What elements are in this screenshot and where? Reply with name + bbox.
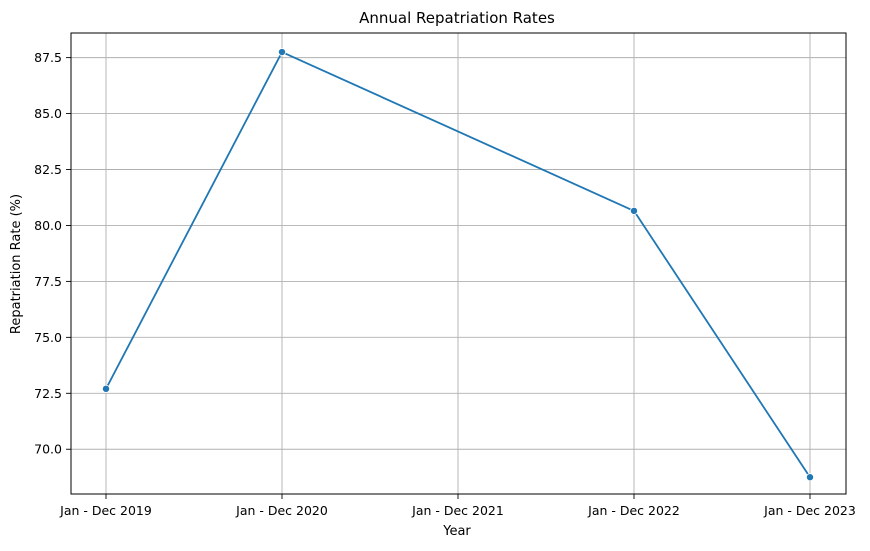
y-tick-label: 80.0 [34, 218, 62, 233]
y-tick-label: 85.0 [34, 106, 62, 121]
data-point [806, 473, 815, 482]
y-tick-label: 70.0 [34, 442, 62, 457]
data-point [102, 384, 111, 393]
x-tick-label: Jan - Dec 2022 [587, 503, 680, 518]
y-tick-label: 77.5 [34, 274, 62, 289]
series-layer [102, 48, 815, 482]
ticks-layer: Jan - Dec 2019 Jan - Dec 2020 Jan - Dec 20… [34, 50, 856, 518]
x-tick-label: Jan - Dec 2019 [59, 503, 152, 518]
series-line [105, 51, 811, 478]
x-tick-label: Jan - Dec 2023 [763, 503, 856, 518]
y-tick-label: 72.5 [34, 386, 62, 401]
x-tick-label: Jan - Dec 2020 [235, 503, 328, 518]
y-tick-label: 75.0 [34, 330, 62, 345]
plot-frame [70, 32, 847, 495]
x-tick-label: Jan - Dec 2021 [411, 503, 504, 518]
data-point [630, 206, 639, 215]
y-tick-label: 82.5 [34, 162, 62, 177]
axes-layer [70, 32, 847, 495]
grid-layer [71, 33, 846, 494]
y-tick-label: 87.5 [34, 50, 62, 65]
data-point [277, 48, 286, 57]
x-axis-label: Year [442, 524, 471, 539]
chart-title: Annual Repatriation Rates [359, 9, 555, 27]
y-axis-label: Repatriation Rate (%) [9, 194, 24, 334]
